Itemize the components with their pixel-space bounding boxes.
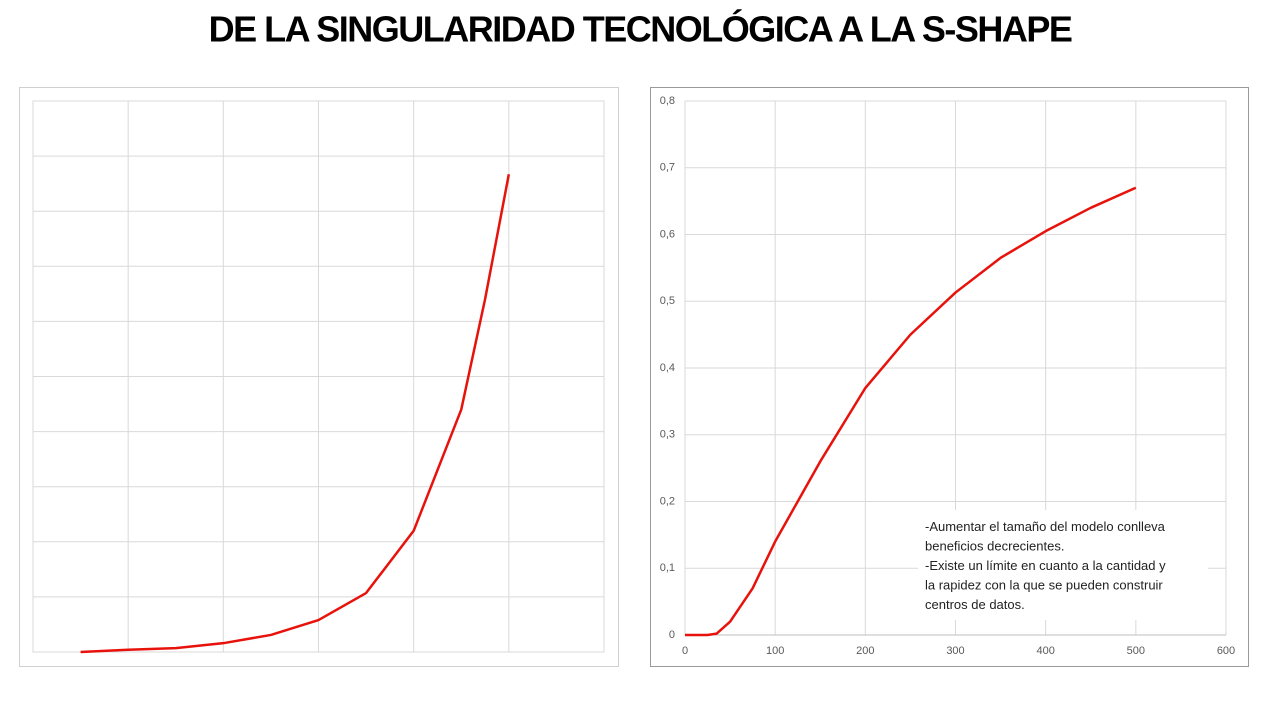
y-tick-label: 0,1: [660, 562, 675, 574]
y-tick-label: 0,3: [660, 429, 675, 441]
annotation: centros de datos.: [925, 597, 1025, 612]
x-tick-label: 300: [946, 645, 964, 657]
annotation: -Aumentar el tamaño del modelo conlleva: [925, 519, 1166, 534]
y-tick-label: 0,6: [660, 228, 675, 240]
y-tick-label: 0,5: [660, 295, 675, 307]
x-tick-label: 100: [766, 645, 784, 657]
data-line: [80, 174, 511, 654]
x-tick-label: 200: [856, 645, 874, 657]
y-tick-label: 0: [669, 629, 675, 641]
data-line: [685, 186, 1137, 637]
annotation: -Existe un límite en cuanto a la cantida…: [925, 558, 1166, 573]
x-tick-label: 400: [1036, 645, 1054, 657]
y-tick-label: 0,4: [660, 362, 675, 374]
annotation: la rapidez con la que se pueden construi…: [925, 578, 1163, 593]
annotation-box: [918, 510, 1208, 620]
y-tick-label: 0,2: [660, 495, 675, 507]
plot-border: [32, 100, 605, 653]
x-tick-label: 500: [1127, 645, 1145, 657]
y-tick-label: 0,8: [660, 95, 675, 107]
annotation: beneficios decrecientes.: [925, 539, 1064, 554]
x-tick-label: 600: [1217, 645, 1235, 657]
slide-title: DE LA SINGULARIDAD TECNOLÓGICA A LA S-SH…: [209, 8, 1072, 50]
x-tick-label: 0: [682, 645, 688, 657]
y-tick-label: 0,7: [660, 162, 675, 174]
